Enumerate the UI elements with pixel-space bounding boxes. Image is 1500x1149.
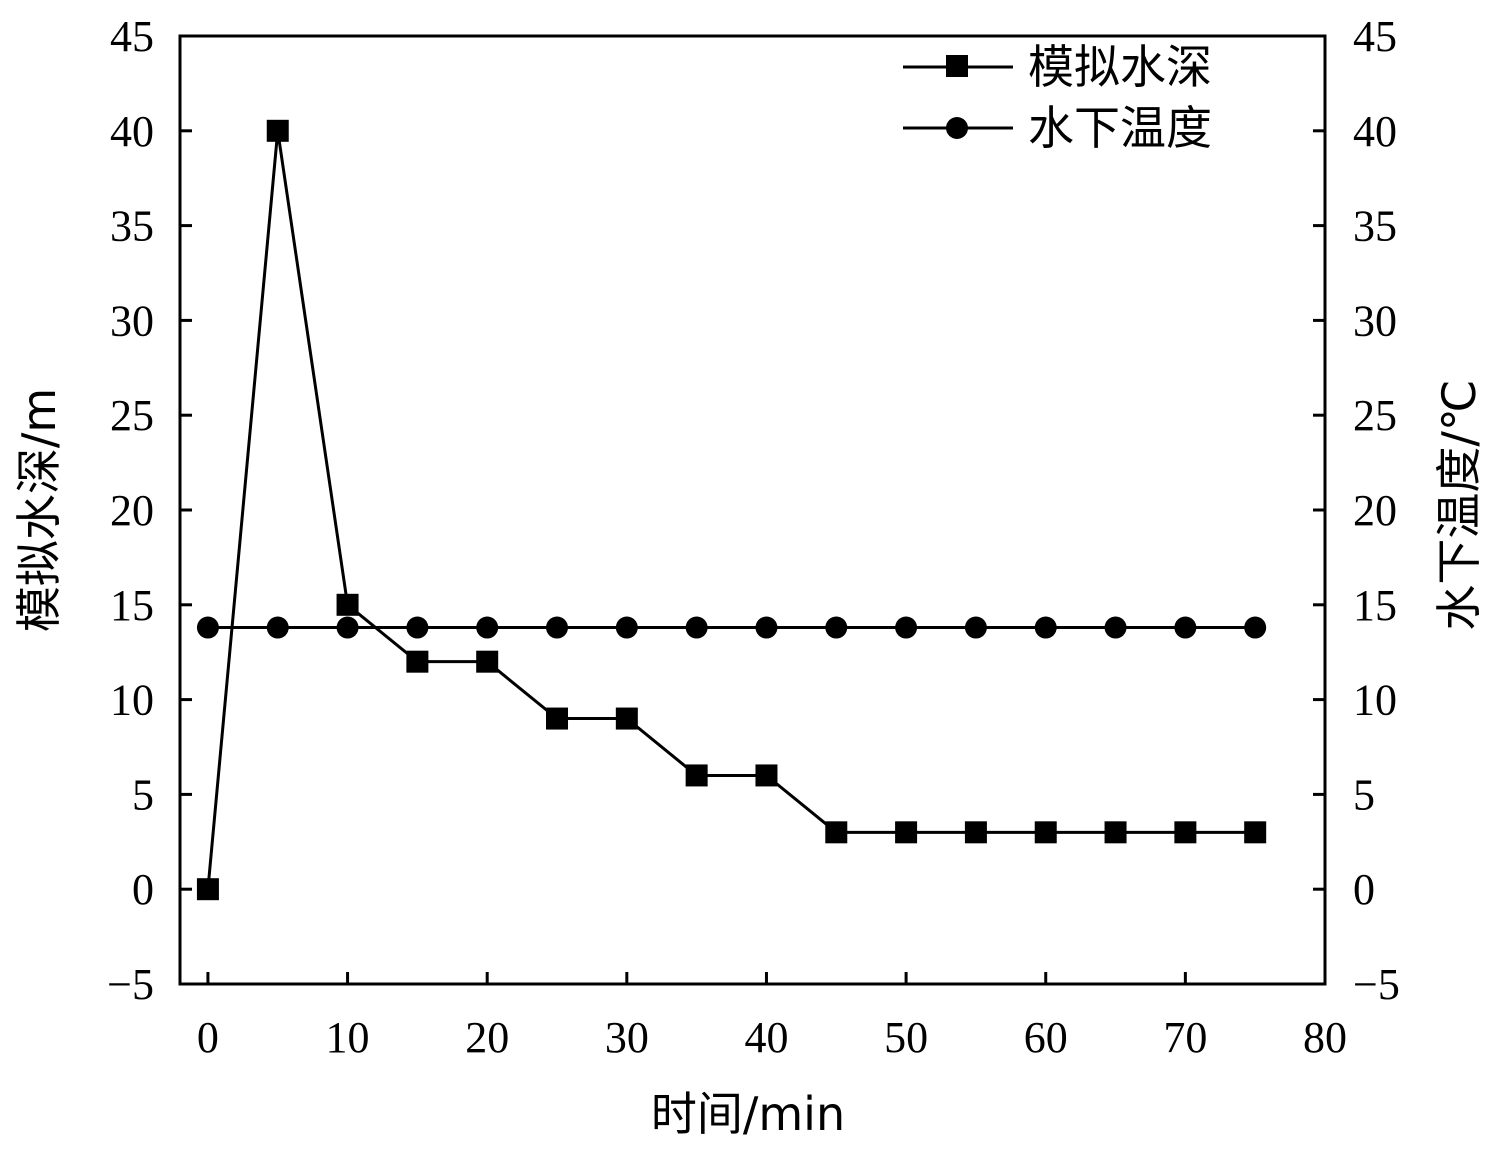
y2-tick-label: 5 xyxy=(1353,770,1375,819)
x-tick-label: 30 xyxy=(605,1013,649,1062)
y2-tick-label: 45 xyxy=(1353,12,1397,61)
y-tick-label: 30 xyxy=(110,296,154,345)
y2-tick-label: 25 xyxy=(1353,391,1397,440)
y-tick-label: 10 xyxy=(110,676,154,725)
temperature-point xyxy=(1034,616,1057,639)
y-tick-label: 0 xyxy=(132,865,154,914)
y-axis-ticks: −5 0 5 10 15 20 25 30 35 40 45 xyxy=(107,12,192,1009)
temperature-point xyxy=(895,616,918,639)
x-tick-label: 10 xyxy=(326,1013,370,1062)
y2-tick-label: 20 xyxy=(1353,486,1397,535)
y-tick-label: 15 xyxy=(110,581,154,630)
depth-point xyxy=(685,764,708,787)
depth-point xyxy=(336,593,359,616)
depth-point xyxy=(755,764,778,787)
legend-marker-depth xyxy=(946,55,968,77)
temperature-point xyxy=(964,616,987,639)
x-tick-label: 50 xyxy=(884,1013,928,1062)
y-axis-title: 模拟水深/m xyxy=(12,388,66,632)
depth-point xyxy=(615,707,638,730)
depth-point xyxy=(546,707,569,730)
y2-tick-label: 40 xyxy=(1353,107,1397,156)
temperature-point xyxy=(755,616,778,639)
y-tick-label: 40 xyxy=(110,107,154,156)
depth-point xyxy=(825,821,848,844)
plot-frame xyxy=(178,34,1327,986)
x-axis-ticks: 0 10 20 30 40 50 60 70 80 xyxy=(197,972,1347,1062)
x-tick-label: 60 xyxy=(1024,1013,1068,1062)
y-tick-label: 20 xyxy=(110,486,154,535)
depth-point xyxy=(895,821,918,844)
legend-label-temperature: 水下温度 xyxy=(1028,101,1212,155)
x-tick-label: 0 xyxy=(197,1013,219,1062)
temperature-point xyxy=(825,616,848,639)
temperature-point xyxy=(196,616,219,639)
temperature-point xyxy=(336,616,359,639)
temperature-point xyxy=(1104,616,1127,639)
depth-point xyxy=(1104,821,1127,844)
y-tick-label: 5 xyxy=(132,770,154,819)
series-line-depth xyxy=(206,130,1256,890)
depth-point xyxy=(1174,821,1197,844)
y2-tick-label: 30 xyxy=(1353,296,1397,345)
temperature-point xyxy=(1244,616,1267,639)
x-axis-title: 时间/min xyxy=(651,1087,845,1141)
y2-tick-label: 15 xyxy=(1353,581,1397,630)
depth-point xyxy=(196,878,219,901)
temperature-point xyxy=(266,616,289,639)
x-tick-label: 80 xyxy=(1303,1013,1347,1062)
y-tick-label: −5 xyxy=(107,960,154,1009)
legend-label-depth: 模拟水深 xyxy=(1028,40,1212,94)
x-tick-label: 70 xyxy=(1163,1013,1207,1062)
y-tick-label: 45 xyxy=(110,12,154,61)
legend: 模拟水深 水下温度 xyxy=(903,40,1212,155)
depth-point xyxy=(266,119,289,142)
y2-tick-label: −5 xyxy=(1353,960,1400,1009)
y2-tick-label: 10 xyxy=(1353,676,1397,725)
series-layer xyxy=(196,119,1267,901)
depth-point xyxy=(406,650,429,673)
temperature-point xyxy=(1174,616,1197,639)
temperature-point xyxy=(685,616,708,639)
temperature-point xyxy=(476,616,499,639)
temperature-point xyxy=(406,616,429,639)
depth-point xyxy=(964,821,987,844)
y2-tick-label: 35 xyxy=(1353,202,1397,251)
temperature-point xyxy=(546,616,569,639)
y2-axis-title: 水下温度/℃ xyxy=(1432,379,1486,630)
legend-marker-temperature xyxy=(946,117,968,139)
x-tick-label: 40 xyxy=(744,1013,788,1062)
x-tick-label: 20 xyxy=(465,1013,509,1062)
y-tick-label: 25 xyxy=(110,391,154,440)
temperature-point xyxy=(615,616,638,639)
depth-point xyxy=(1034,821,1057,844)
depth-point xyxy=(1244,821,1267,844)
y2-tick-label: 0 xyxy=(1353,865,1375,914)
y-tick-label: 35 xyxy=(110,202,154,251)
depth-point xyxy=(476,650,499,673)
y2-axis-ticks: −5 0 5 10 15 20 25 30 35 40 45 xyxy=(1313,12,1400,1009)
